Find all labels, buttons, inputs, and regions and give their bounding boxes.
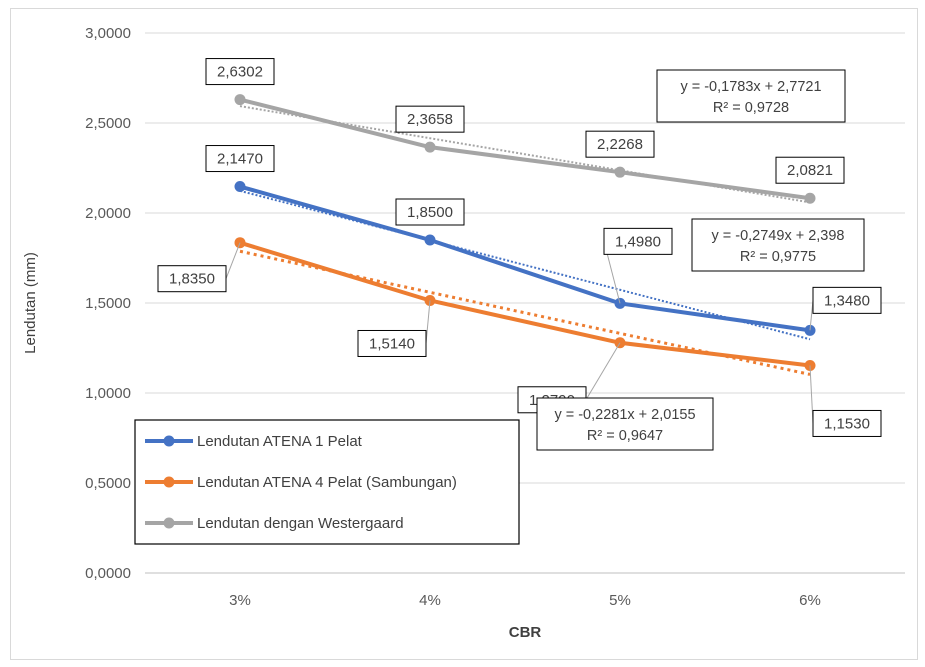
data-label-box <box>775 156 845 184</box>
legend-label: Lendutan ATENA 4 Pelat (Sambungan) <box>197 474 457 491</box>
legend-label: Lendutan dengan Westergaard <box>197 515 404 532</box>
legend-swatch-marker <box>163 476 175 488</box>
data-label: 1,8350 <box>169 271 215 288</box>
data-label-box <box>812 409 882 437</box>
data-point <box>614 166 626 178</box>
legend-label: Lendutan ATENA 1 Pelat <box>197 433 363 450</box>
data-label: 2,1470 <box>217 151 263 168</box>
y-tick-label: 0,0000 <box>85 565 131 582</box>
data-label: 1,3480 <box>824 292 870 309</box>
trend-equation: y = -0,2281x + 2,0155 <box>554 407 695 423</box>
legend-swatch-marker <box>163 435 175 447</box>
data-point <box>234 181 246 193</box>
data-label-box <box>205 58 275 86</box>
data-label: 1,5140 <box>369 335 415 352</box>
data-label: 1,4980 <box>615 233 661 250</box>
series-line <box>238 97 812 201</box>
trend-equation-box <box>691 218 865 272</box>
y-tick-label: 2,0000 <box>85 205 131 222</box>
data-point <box>234 94 246 106</box>
data-label: 2,0821 <box>787 162 833 179</box>
trend-equation-box <box>536 397 714 451</box>
y-tick-label: 1,5000 <box>85 295 131 312</box>
y-tick-label: 3,0000 <box>85 25 131 42</box>
x-tick-label: 4% <box>419 592 441 609</box>
label-leader-line <box>585 342 621 401</box>
series-line <box>238 240 812 368</box>
x-tick-label: 3% <box>229 592 251 609</box>
trend-equation: y = -0,1783x + 2,7721 <box>680 79 821 95</box>
data-label-box <box>395 105 465 133</box>
data-label: 1,1530 <box>824 415 870 432</box>
legend-swatch-marker <box>163 517 175 529</box>
label-leader-line <box>425 300 431 344</box>
y-tick-label: 1,0000 <box>85 385 131 402</box>
y-tick-label: 2,5000 <box>85 115 131 132</box>
x-axis-title: CBR <box>509 624 542 641</box>
data-label-box <box>357 329 427 357</box>
legend-box <box>134 419 520 545</box>
trend-r-squared: R² = 0,9775 <box>740 249 816 265</box>
series-line <box>238 184 812 333</box>
y-tick-label: 0,5000 <box>85 475 131 492</box>
data-label-box <box>585 130 655 158</box>
data-label: 2,3658 <box>407 111 453 128</box>
x-tick-label: 6% <box>799 592 821 609</box>
data-label: 2,2268 <box>597 136 643 153</box>
data-point <box>424 234 436 246</box>
trend-r-squared: R² = 0,9647 <box>587 428 663 444</box>
data-label-box <box>205 145 275 173</box>
label-leader-line <box>225 242 241 279</box>
trend-r-squared: R² = 0,9728 <box>713 100 789 116</box>
trend-equation: y = -0,2749x + 2,398 <box>711 228 844 244</box>
data-point <box>424 141 436 153</box>
data-label: 1,8500 <box>407 204 453 221</box>
data-point <box>804 192 816 204</box>
data-label-box <box>603 227 673 255</box>
data-label-box <box>395 198 465 226</box>
data-label: 2,6302 <box>217 64 263 81</box>
data-label-box <box>812 286 882 314</box>
data-label-box <box>157 265 227 293</box>
y-axis-title: Lendutan (mm) <box>22 252 39 354</box>
trend-equation-box <box>656 69 846 123</box>
x-tick-label: 5% <box>609 592 631 609</box>
